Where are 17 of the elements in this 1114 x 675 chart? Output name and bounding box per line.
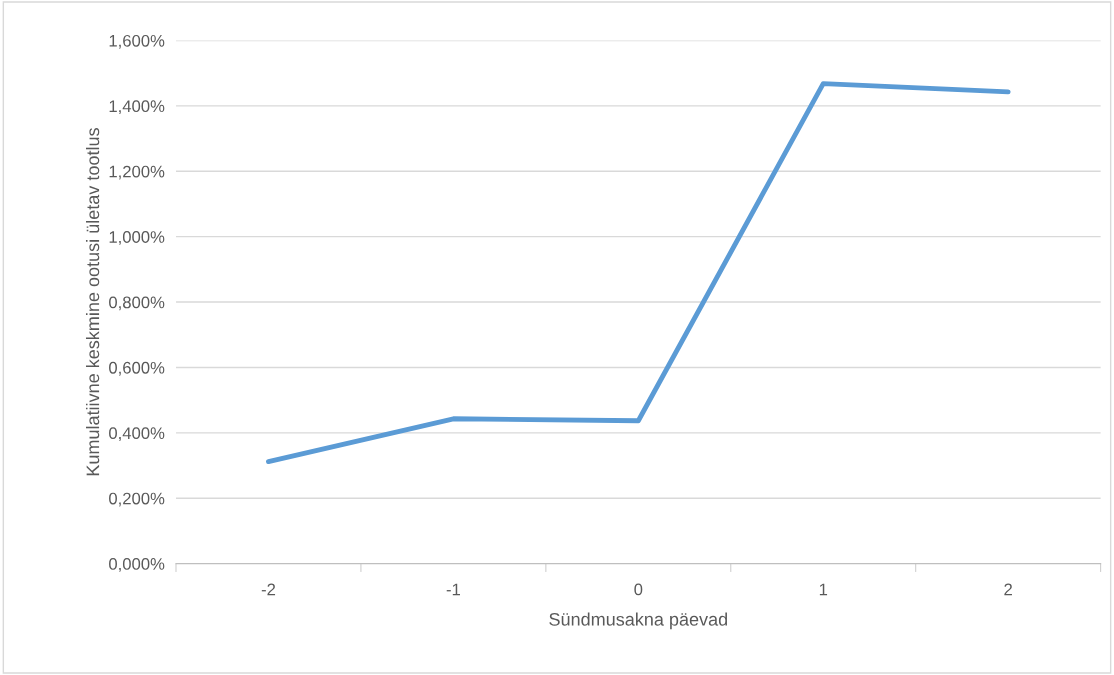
y-tick-label: 0,600% <box>109 361 165 376</box>
y-tick-label: 1,000% <box>109 231 165 245</box>
y-tick-label: 0,800% <box>109 296 165 311</box>
y-axis-title: Kumulatiivne keskmine ootusi ületav tootlus <box>85 128 100 476</box>
y-tick-label: 0,000% <box>109 558 165 572</box>
y-tick-label: 0,400% <box>109 427 165 442</box>
x-tick-label: -1 <box>446 583 460 596</box>
y-tick-label: 0,200% <box>109 492 165 507</box>
y-tick-label: 1,400% <box>109 100 165 115</box>
x-tick-label: 2 <box>1004 583 1012 596</box>
y-tick-label: 1,200% <box>109 165 165 180</box>
x-tick-label: 0 <box>634 583 643 596</box>
x-tick-label: -2 <box>261 583 276 596</box>
y-tick-label: 1,600% <box>109 34 165 49</box>
line-series <box>266 81 1011 465</box>
x-tick-label: 1 <box>819 583 828 596</box>
x-axis-title: Sündmusakna päevad <box>549 612 728 630</box>
